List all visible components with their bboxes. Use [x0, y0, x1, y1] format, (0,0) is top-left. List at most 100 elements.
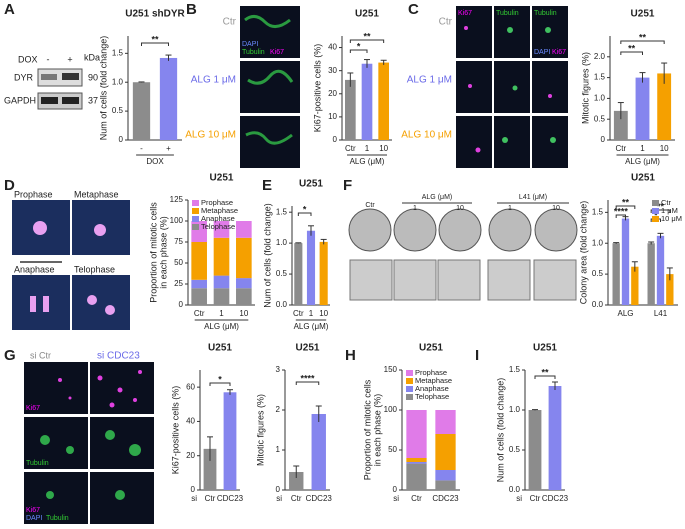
y-tick-label: 1.0	[594, 94, 606, 103]
x-tick-label: L41	[654, 309, 668, 318]
y-tick-label: 0	[191, 485, 196, 494]
x-tick-label: CDC23	[217, 494, 244, 503]
y-tick-label: 1.5	[276, 207, 288, 216]
col-label: ALG (μM)	[422, 194, 452, 201]
bar-segment	[213, 288, 230, 305]
micrograph	[456, 116, 492, 168]
tubulin-spots	[502, 27, 556, 143]
y-tick-label: 125	[170, 195, 184, 204]
significance-bracket	[349, 39, 385, 43]
x-tick-label: 10	[379, 144, 388, 153]
y-tick-label: 0.0	[509, 485, 521, 494]
x-tick-label: -	[140, 144, 143, 153]
significance-label: **	[541, 367, 549, 377]
y-tick-label: 60	[186, 382, 195, 391]
y-tick-label: 2.0	[594, 52, 606, 61]
significance-bracket	[295, 381, 320, 385]
bar	[548, 386, 562, 490]
colony-wells	[348, 208, 578, 252]
bar	[203, 448, 217, 490]
chart-title: U251	[419, 343, 443, 354]
stain-label: Ki67	[26, 405, 40, 412]
bar	[657, 73, 672, 140]
chart-title: U251	[208, 343, 232, 354]
y-axis-label: in each phase (%)	[372, 394, 382, 467]
x-tick-label: CDC23	[542, 494, 569, 503]
panel-letter: C	[408, 1, 419, 18]
x-tick-label: Ctr	[411, 494, 422, 503]
y-tick-label: 150	[384, 365, 398, 374]
col-label: si CDC23	[97, 351, 140, 362]
y-tick-label: 0	[601, 135, 606, 144]
phase-label: Telophase	[74, 264, 115, 274]
y-axis-label: Mitotic figures (%)	[580, 52, 590, 124]
significance-bracket	[620, 51, 643, 55]
micrograph	[240, 61, 300, 113]
x-tick-label: Ctr	[205, 494, 216, 503]
stain-label: Ki67	[26, 507, 40, 514]
legend-label: Anaphase	[415, 384, 449, 393]
x-tick-label: 1	[365, 144, 370, 153]
x-tick-label: 10	[319, 309, 328, 318]
tubulin-spots	[40, 430, 141, 500]
y-axis-label: Colony area (fold change)	[578, 201, 588, 305]
blot-band	[41, 74, 57, 80]
x-prefix: si	[276, 494, 282, 503]
significance-bracket	[297, 212, 312, 216]
y-tick-label: 0.5	[112, 106, 124, 115]
x-tick-label: CDC23	[432, 494, 459, 503]
micrograph	[12, 275, 70, 330]
x-prefix: si	[191, 494, 197, 503]
bar	[345, 79, 356, 140]
x-tick-label: Ctr	[615, 144, 626, 153]
blot-label: 37	[88, 95, 98, 105]
significance-label: *	[654, 210, 658, 220]
cell-texture	[244, 15, 294, 145]
chart-title: U251	[631, 9, 655, 20]
panel-letter: A	[4, 1, 15, 18]
bar-segment	[406, 410, 427, 458]
legend-swatch	[406, 370, 413, 376]
bar-segment	[236, 221, 252, 238]
stain-label: Tubulin	[496, 10, 519, 17]
x-axis-label: DOX	[146, 157, 164, 166]
legend-swatch	[192, 216, 199, 222]
bar-segment	[236, 288, 252, 305]
legend-swatch	[192, 200, 199, 206]
blot-label: GAPDH	[4, 95, 36, 105]
y-tick-label: 10	[328, 112, 337, 121]
bar	[159, 57, 178, 141]
bar-segment	[406, 463, 427, 490]
blot-label: +	[67, 54, 72, 64]
bar-segment	[191, 279, 207, 289]
y-tick-label: 2	[276, 405, 281, 414]
stain-label: Ki67	[458, 10, 472, 17]
y-tick-label: 50	[388, 445, 397, 454]
bar	[647, 243, 655, 305]
legend-label: Prophase	[415, 368, 447, 377]
x-prefix: si	[393, 494, 399, 503]
y-tick-label: 0.0	[276, 300, 288, 309]
y-tick-label: 40	[186, 417, 195, 426]
col-label: 10	[456, 205, 464, 212]
significance-label: *	[357, 41, 361, 51]
bar-segment	[213, 275, 230, 289]
significance-bracket	[141, 42, 169, 46]
panel-d-images: Prophase Metaphase Anaphase Telophase	[12, 189, 130, 330]
panel-letter: E	[262, 177, 272, 194]
y-tick-label: 0.5	[276, 269, 288, 278]
legend-label: Ctr	[661, 198, 672, 207]
y-tick-label: 1.0	[112, 77, 124, 86]
y-axis-label: Ki67-positive cells (%)	[170, 386, 180, 475]
y-tick-label: 1.0	[592, 238, 604, 247]
y-tick-label: 1	[276, 445, 281, 454]
y-tick-label: 40	[328, 43, 337, 52]
y-tick-label: 100	[384, 405, 398, 414]
x-tick-label: +	[166, 144, 171, 153]
bar-segment	[435, 434, 456, 470]
significance-label: **	[363, 31, 371, 41]
micrograph	[456, 6, 492, 58]
bar	[289, 472, 304, 490]
panel-letters: A B C D E F G H I	[4, 1, 479, 364]
bar-segment	[191, 242, 207, 280]
